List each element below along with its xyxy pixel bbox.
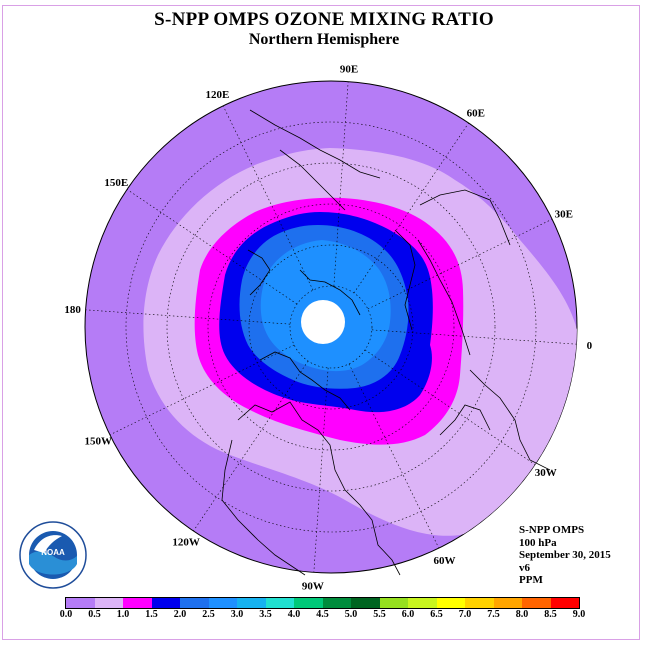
colorbar-segment xyxy=(123,598,152,608)
colorbar-tick-label: 1.0 xyxy=(116,609,130,620)
colorbar-tick-label: 3.5 xyxy=(259,609,272,620)
colorbar-segment xyxy=(351,598,380,608)
figure-frame xyxy=(2,5,640,640)
longitude-label: 60E xyxy=(467,107,485,119)
longitude-label: 30E xyxy=(555,208,573,220)
longitude-labels: 90E 60E 30E 0 30W 60W 90W 120W 150W 180 150E 120E xyxy=(64,64,592,593)
colorbar-tick-label: 7.5 xyxy=(487,609,500,620)
colorbar-segment xyxy=(180,598,209,608)
info-units: PPM xyxy=(519,574,543,586)
colorbar-tick-label: 2.0 xyxy=(173,609,187,620)
colorbar-segment xyxy=(408,598,437,608)
colorbar-tick-label: 7.0 xyxy=(458,609,472,620)
colorbar-tick-label: 3.0 xyxy=(230,609,244,620)
longitude-label: 120E xyxy=(206,89,230,101)
longitude-label: 90E xyxy=(340,64,358,76)
colorbar-tick-label: 1.5 xyxy=(145,609,158,620)
colorbar-tick-label: 2.5 xyxy=(202,609,215,620)
colorbar-segment xyxy=(294,598,323,608)
longitude-label: 150W xyxy=(84,436,112,448)
colorbar-segment xyxy=(237,598,266,608)
colorbar-tick-label: 5.0 xyxy=(344,609,358,620)
polar-gap xyxy=(301,300,345,344)
colorbar-segment xyxy=(322,598,351,608)
longitude-label: 150E xyxy=(104,177,128,189)
longitude-label: 30W xyxy=(535,467,557,479)
longitude-label: 180 xyxy=(64,304,81,316)
coastlines xyxy=(221,109,551,576)
colorbar-segment xyxy=(379,598,408,608)
colorbar-tick-label: 9.0 xyxy=(572,609,586,620)
colorbar-segment xyxy=(436,598,465,608)
longitude-label: 0 xyxy=(587,340,593,352)
colorbar-tick-label: 8.5 xyxy=(544,609,557,620)
colorbar-tick-label: 4.0 xyxy=(287,609,301,620)
info-instrument: S-NPP OMPS xyxy=(519,524,585,536)
colorbar-segment xyxy=(550,598,579,608)
colorbar-tick-label: 0.0 xyxy=(59,609,73,620)
colorbar-labels: 0.0 0.5 1.0 1.5 2.0 2.5 3.0 3.5 4.0 4.5 5.0 5.5 6.0 6… xyxy=(0,609,648,623)
colorbar-segment xyxy=(493,598,522,608)
longitude-label: 120W xyxy=(172,537,200,549)
colorbar-segment xyxy=(522,598,551,608)
colorbar-segment xyxy=(265,598,294,608)
longitude-label: 90W xyxy=(302,580,324,592)
info-date: September 30, 2015 xyxy=(519,549,611,561)
info-block: S-NPP OMPS 100 hPa September 30, 2015 v6… xyxy=(519,524,611,587)
info-level: 100 hPa xyxy=(519,536,557,549)
colorbar-tick-label: 8.0 xyxy=(515,609,529,620)
map-title: S-NPP OMPS OZONE MIXING RATIO xyxy=(154,9,494,30)
map-subtitle: Northern Hemisphere xyxy=(248,31,400,48)
colorbar-segment xyxy=(208,598,237,608)
noaa-logo: NOAA xyxy=(19,521,87,589)
colorbar-segment xyxy=(66,598,95,608)
colorbar-tick-label: 6.5 xyxy=(430,609,443,620)
info-version: v6 xyxy=(519,561,530,574)
colorbar-segment xyxy=(465,598,494,608)
colorbar-tick-label: 6.0 xyxy=(401,609,415,620)
colorbar-tick-label: 4.5 xyxy=(316,609,329,620)
longitude-label: 60W xyxy=(434,555,456,567)
colorbar-segment xyxy=(94,598,123,608)
colorbar-tick-label: 5.5 xyxy=(373,609,386,620)
latitude-lines xyxy=(125,121,537,533)
colorbar-tick-label: 0.5 xyxy=(88,609,101,620)
noaa-logo-text: NOAA xyxy=(41,548,65,557)
colorbar-segment xyxy=(151,598,180,608)
colorbar xyxy=(65,597,580,609)
